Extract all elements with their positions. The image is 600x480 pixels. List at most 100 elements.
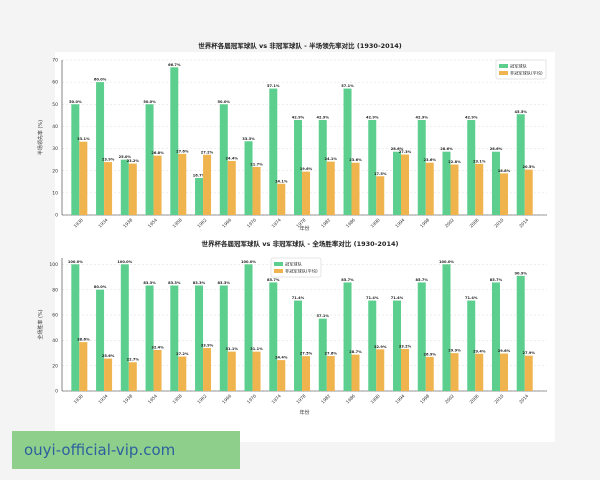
bar-non-champion [351, 162, 360, 215]
y-tick-label: 0 [55, 213, 58, 219]
legend-label: 冠军球队 [285, 261, 303, 268]
legend-swatch [274, 269, 283, 273]
y-tick-label: 20 [52, 363, 58, 369]
y-tick-label: 20 [52, 168, 58, 174]
bar-non-champion [524, 355, 533, 391]
data-label: 28.7% [349, 350, 362, 354]
data-label: 57.1% [267, 84, 280, 88]
bar-champion [145, 285, 154, 391]
data-label: 71.4% [366, 296, 379, 300]
bar-non-champion [302, 356, 311, 391]
data-label: 42.9% [416, 116, 429, 120]
data-label: 27.6% [176, 149, 189, 153]
data-label: 71.4% [391, 296, 404, 300]
y-tick-label: 60 [52, 313, 58, 319]
data-label: 14.1% [275, 179, 288, 183]
data-label: 24.1% [325, 157, 338, 161]
bar-non-champion [277, 360, 286, 391]
bar-champion [516, 114, 525, 215]
bar-champion [120, 264, 129, 391]
legend-box [270, 257, 322, 278]
data-label: 21.7% [250, 162, 263, 166]
bar-champion [368, 120, 377, 215]
data-label: 29.4% [473, 349, 486, 353]
data-label: 29.9% [448, 349, 461, 353]
bar-non-champion [425, 162, 434, 215]
bar-non-champion [203, 348, 212, 391]
data-label: 50.0% [218, 100, 231, 104]
data-label: 83.3% [143, 281, 156, 285]
data-label: 83.3% [193, 281, 206, 285]
bar-non-champion [128, 362, 137, 391]
data-label: 25.6% [102, 354, 115, 358]
bar-non-champion [153, 155, 162, 215]
bar-champion [368, 300, 377, 391]
data-label: 42.9% [465, 116, 478, 120]
y-tick-label: 100 [49, 262, 58, 268]
bar-champion [71, 264, 80, 391]
bar-non-champion [376, 349, 385, 391]
data-label: 71.4% [465, 296, 478, 300]
bar-non-champion [128, 163, 137, 215]
data-label: 25.0% [119, 155, 132, 159]
data-label: 27.5% [300, 352, 313, 356]
bar-non-champion [104, 162, 113, 215]
data-label: 71.4% [292, 296, 305, 300]
data-label: 16.7% [193, 174, 206, 178]
data-label: 23.2% [127, 159, 140, 163]
data-label: 27.3% [399, 150, 412, 154]
y-tick-label: 10 [52, 190, 58, 196]
bar-champion [467, 120, 476, 215]
bar-non-champion [104, 358, 113, 391]
data-label: 100.0% [117, 260, 132, 264]
y-tick-label: 50 [52, 102, 58, 108]
data-label: 33.3% [242, 137, 255, 141]
bar-non-champion [499, 353, 508, 391]
data-label: 17.5% [374, 172, 387, 176]
data-label: 26.9% [424, 352, 437, 356]
data-label: 66.7% [168, 63, 181, 67]
bar-champion [269, 282, 278, 391]
bar-champion [170, 285, 179, 391]
watermark-text: ouyi-official-vip.com [24, 441, 176, 459]
bar-non-champion [425, 356, 434, 391]
y-tick-label: 0 [55, 389, 58, 395]
bar-non-champion [401, 348, 410, 391]
bar-non-champion [79, 141, 88, 215]
y-tick-label: 40 [52, 338, 58, 344]
legend-label: 冠军球队 [510, 63, 528, 70]
data-label: 27.2% [176, 352, 189, 356]
data-label: 85.7% [416, 278, 429, 282]
data-label: 100.0% [241, 260, 256, 264]
data-label: 33.9% [201, 344, 214, 348]
data-label: 27.9% [522, 351, 535, 355]
data-label: 83.3% [218, 281, 231, 285]
bar-champion [442, 264, 451, 391]
bar-champion [442, 151, 451, 215]
data-label: 27.6% [325, 352, 338, 356]
bar-champion [491, 282, 500, 391]
data-label: 32.4% [151, 345, 164, 349]
bar-non-champion [475, 163, 484, 215]
bar-non-champion [499, 173, 508, 215]
chart-halftime-lead-rate: 世界杯各届冠军球队 vs 非冠军球队 - 半场领先率对比 (1930-2014)… [37, 41, 555, 270]
chart-title: 世界杯各届冠军球队 vs 非冠军球队 - 全场胜率对比 (1930-2014) [202, 239, 399, 248]
y-tick-label: 40 [52, 124, 58, 130]
data-label: 100.0% [439, 260, 454, 264]
data-label: 85.7% [341, 278, 354, 282]
bar-champion [318, 318, 327, 391]
bar-non-champion [450, 164, 459, 215]
bar-champion [71, 104, 80, 215]
data-label: 57.1% [341, 84, 354, 88]
x-axis-label: 年份 [299, 225, 309, 232]
bar-champion [343, 282, 352, 391]
y-tick-label: 80 [52, 287, 58, 293]
data-label: 50.0% [69, 100, 82, 104]
data-label: 24.4% [275, 356, 288, 360]
data-label: 32.9% [374, 345, 387, 349]
bar-non-champion [351, 354, 360, 391]
bar-non-champion [376, 176, 385, 215]
legend-box [495, 59, 547, 80]
bar-champion [195, 285, 204, 391]
